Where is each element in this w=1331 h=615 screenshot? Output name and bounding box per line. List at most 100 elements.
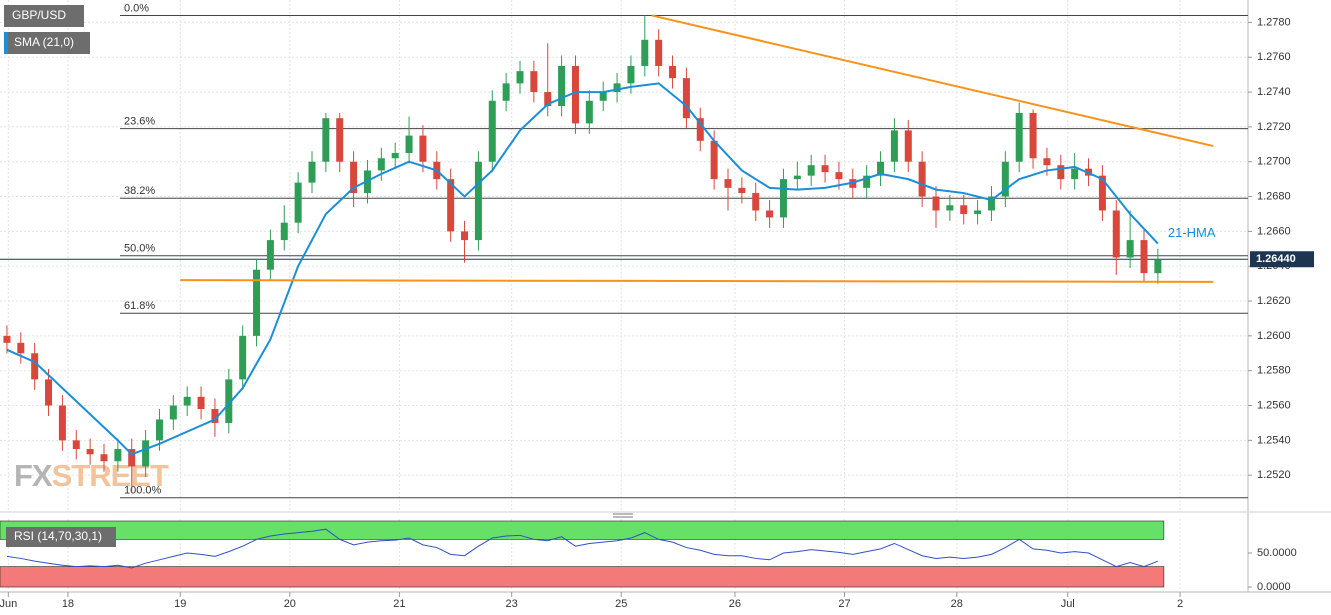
candle-body [1126, 240, 1134, 258]
candle-body [225, 379, 233, 423]
candle-body [599, 92, 607, 101]
x-tick-label: 20 [284, 598, 296, 610]
x-tick-label: 26 [729, 598, 741, 610]
rsi-label: RSI (14,70,30,1) [14, 529, 102, 543]
candle-body [1043, 158, 1051, 166]
candle-body [766, 210, 774, 218]
candle-body [960, 205, 968, 214]
watermark: FXSTREET [14, 458, 169, 493]
candle-body [752, 193, 760, 211]
candle-body [405, 135, 413, 154]
candle-body [793, 175, 801, 180]
fib-label: 23.6% [124, 116, 155, 128]
candle-body [974, 210, 982, 214]
y-tick-label: 1.2700 [1257, 156, 1291, 168]
candle-body [863, 175, 871, 188]
x-tick-label: 23 [506, 598, 518, 610]
candle-body [3, 335, 11, 343]
candle-body [280, 222, 288, 241]
candle-body [918, 161, 926, 197]
candle-body [1154, 259, 1162, 274]
y-tick-label: 1.2560 [1257, 399, 1291, 411]
fib-label: 50.0% [124, 243, 155, 255]
x-tick-label: 18 [62, 598, 74, 610]
candle-body [169, 405, 177, 420]
candle-body [308, 161, 316, 183]
rsi-y-tick-label: 0.0000 [1257, 581, 1291, 593]
candle-body [58, 405, 66, 441]
candle-body [835, 172, 843, 180]
candle-body [211, 409, 219, 423]
trendline [180, 279, 1214, 283]
y-tick-label: 1.2780 [1257, 16, 1291, 28]
rsi-line [6, 528, 1159, 569]
candle-body [724, 179, 732, 188]
x-tick-label: 25 [615, 598, 627, 610]
candle-body [1112, 210, 1120, 258]
candle-body [821, 165, 829, 173]
fib-label: 38.2% [124, 185, 155, 197]
candle-body [377, 158, 385, 171]
candle-body [1057, 165, 1065, 180]
candle-body [17, 342, 25, 354]
candle-body [31, 353, 39, 380]
x-tick-label: 28 [951, 598, 963, 610]
candle-body [932, 196, 940, 211]
y-tick-label: 1.2720 [1257, 121, 1291, 133]
candle-body [779, 179, 787, 218]
candle-body [641, 39, 649, 66]
candle-body [669, 65, 677, 79]
candle-body [738, 187, 746, 194]
candle-body [474, 161, 482, 241]
trendline [651, 14, 1214, 148]
candle-body [655, 39, 663, 66]
candle-body [447, 179, 455, 232]
candle-body [253, 269, 261, 336]
rsi-label-box [6, 527, 116, 547]
candle-body [1001, 161, 1009, 197]
indicator-swatch [4, 32, 8, 54]
candle-body [627, 65, 635, 84]
last-price-label: 1.26440 [1256, 253, 1296, 265]
y-tick-label: 1.2520 [1257, 469, 1291, 481]
candle-body [72, 440, 80, 450]
candle-body [571, 65, 579, 124]
candle-body [322, 118, 330, 162]
symbol-box [4, 5, 84, 27]
candle-body [155, 419, 163, 441]
candle-body [558, 65, 566, 106]
indicator-label: SMA (21,0) [14, 35, 74, 49]
fib-label: 100.0% [124, 485, 162, 497]
candle-body [807, 165, 815, 176]
candle-body [461, 231, 469, 241]
candle-body [1098, 175, 1106, 211]
candle-body [987, 196, 995, 211]
candle-body [682, 78, 690, 119]
indicator-box [4, 32, 90, 54]
y-tick-label: 1.2620 [1257, 295, 1291, 307]
candle-body [350, 161, 358, 194]
fib-label: 0.0% [124, 2, 149, 14]
candle-body [1015, 112, 1023, 162]
candle-body [488, 100, 496, 162]
candle-body [613, 83, 621, 93]
candle-body [1029, 112, 1037, 159]
fib-label: 61.8% [124, 300, 155, 312]
candle-body [696, 118, 704, 141]
candle-body [114, 449, 122, 462]
y-tick-label: 1.2760 [1257, 51, 1291, 63]
candle-body [45, 379, 53, 406]
candle-body [502, 83, 510, 101]
candle-body [86, 449, 94, 455]
candle-body [128, 449, 136, 467]
candle-body [710, 140, 718, 180]
candle-body [294, 182, 302, 223]
x-tick-label: Jun [0, 598, 17, 610]
candle-body [585, 100, 593, 124]
watermark-fx: FX [14, 458, 53, 493]
candle-body [266, 240, 274, 270]
candle-body [183, 396, 191, 406]
candle-body [1071, 168, 1079, 180]
